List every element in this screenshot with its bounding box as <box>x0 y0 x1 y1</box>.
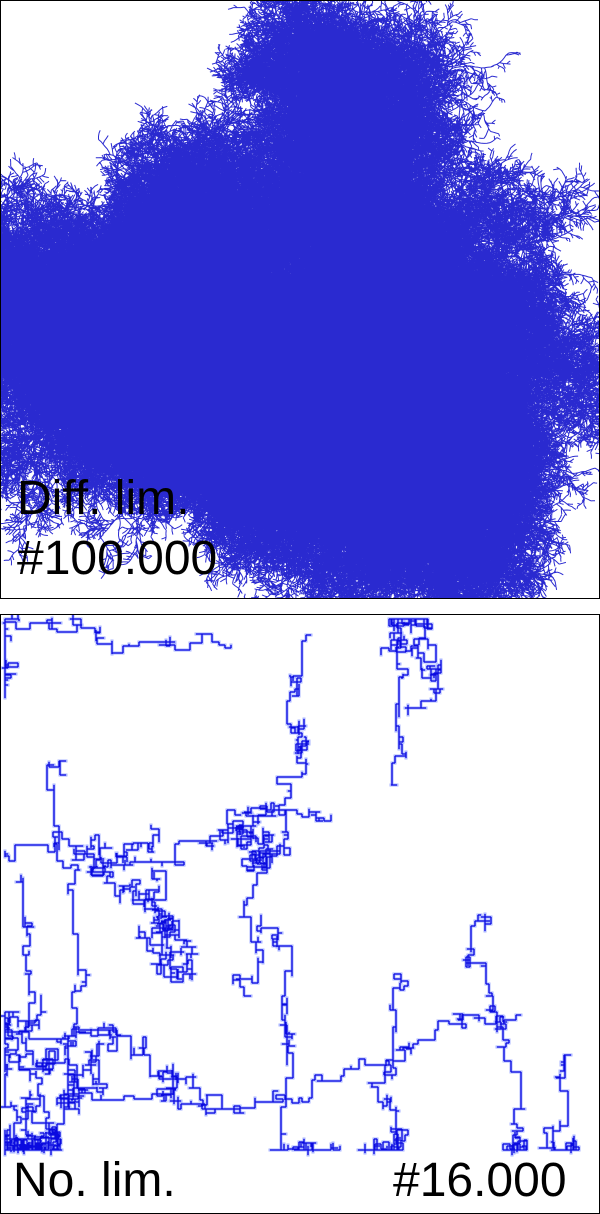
diffusion-limited-panel: Diff. lim. #100.000 <box>0 0 600 599</box>
not-limited-panel: No. lim. #16.000 <box>0 614 600 1214</box>
particle-count: #100.000 <box>17 535 217 583</box>
panel-title: Diff. lim. <box>17 475 189 523</box>
particle-count: #16.000 <box>393 1157 567 1205</box>
aggregate-paths <box>1 615 579 1155</box>
aggregate-cluster-image <box>1 615 599 1213</box>
panel-title: No. lim. <box>13 1157 176 1205</box>
aggregate-strands <box>1 615 579 1155</box>
